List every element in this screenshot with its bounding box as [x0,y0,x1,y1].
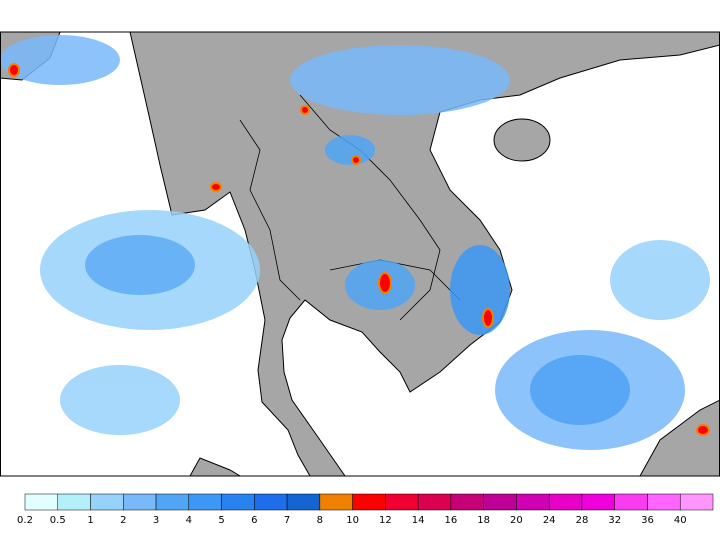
colorbar-label: 8 [317,515,323,526]
colorbar-label: 36 [641,515,654,526]
colorbar-label: 28 [576,515,589,526]
border [239,119,301,301]
borders [239,94,461,321]
colorbar-box [483,493,517,511]
colorbar-label: 16 [445,515,458,526]
map [0,31,720,477]
colorbar-box [450,493,484,511]
cell [210,182,222,192]
precip-area [530,355,630,425]
cell [378,272,392,294]
colorbar-box [123,493,157,511]
border [299,94,441,321]
cell [300,105,310,115]
colorbar-box [352,493,386,511]
colorbar-box [614,493,648,511]
border [329,259,461,301]
colorbar-label: 14 [412,515,425,526]
colorbar-box [155,493,190,511]
colorbar-label: 20 [510,515,523,526]
precip-area [290,45,510,115]
colorbar-box [516,493,550,511]
colorbar-label: 3 [153,515,159,526]
precip-area [0,35,120,85]
colorbar-label: 5 [218,515,224,526]
colorbar-box [90,493,124,511]
colorbar-box [319,493,353,511]
colorbar-box [679,493,714,511]
colorbar-label: 6 [251,515,257,526]
colorbar-label: 2 [120,515,126,526]
cell [351,155,361,165]
colorbar-label: 0.5 [50,515,66,526]
precip-area [60,365,180,435]
colorbar-box [188,493,222,511]
colorbar-label: 12 [379,515,392,526]
colorbar-label: 10 [346,515,359,526]
precip-area [325,135,375,165]
colorbar-label: 7 [284,515,290,526]
precip-area [85,235,195,295]
heavy-cells [8,63,710,436]
colorbar-box [417,493,452,511]
colorbar-label: 40 [674,515,687,526]
cell [8,63,20,77]
precip-area [610,240,710,320]
colorbar-label: 4 [186,515,192,526]
colorbar-box [581,493,615,511]
colorbar-box [57,493,91,511]
colorbar-label: 18 [477,515,490,526]
colorbar-label: 24 [543,515,556,526]
colorbar-box [286,493,321,511]
colorbar-label: 1 [87,515,93,526]
colorbar-box [385,493,419,511]
colorbar: 0.2 0.5 1 2 3 4 5 6 7 8 10 12 14 16 18 20 24 28 32 36 40 [17,493,714,526]
colorbar-box [548,493,583,511]
cell [696,424,710,436]
precip-fields [0,35,710,450]
colorbar-box [221,493,255,511]
colorbar-label: 0.2 [17,515,33,526]
cell [482,308,494,328]
colorbar-box [24,493,59,511]
colorbar-label: 32 [608,515,621,526]
precip-area [450,245,510,335]
colorbar-box [647,493,681,511]
colorbar-box [254,493,288,511]
island [493,118,551,162]
